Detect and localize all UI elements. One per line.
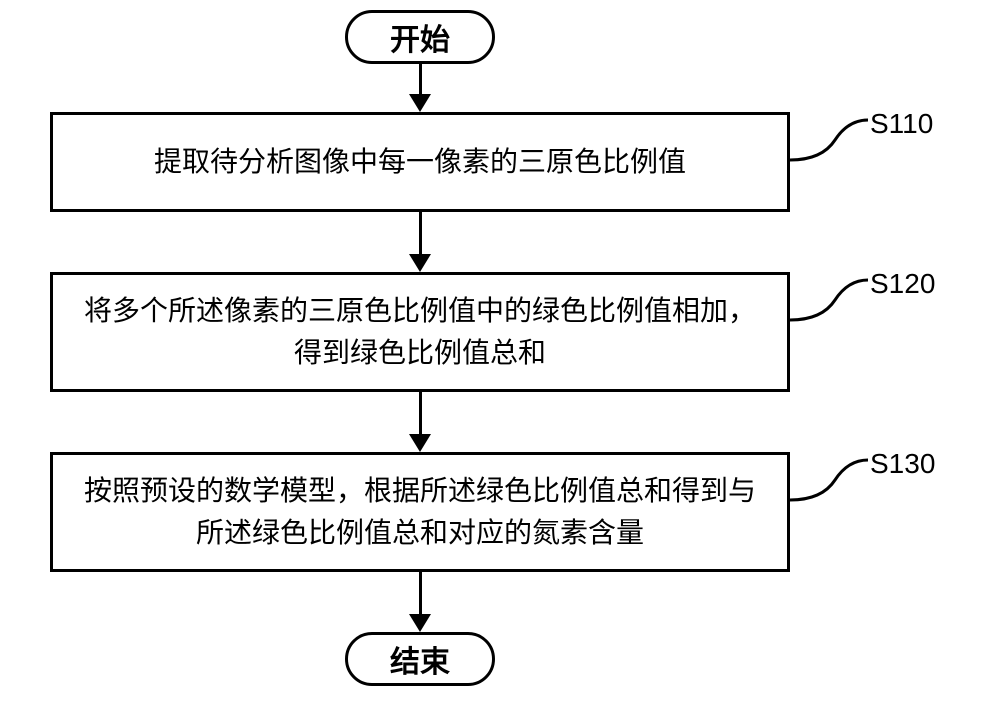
process-s110: 提取待分析图像中每一像素的三原色比例值 [50, 112, 790, 212]
callout-s130 [790, 448, 860, 518]
arrow-1-line [419, 64, 422, 96]
step-label-s110: S110 [870, 108, 933, 140]
start-label: 开始 [390, 15, 450, 59]
process-s130: 按照预设的数学模型，根据所述绿色比例值总和得到与 所述绿色比例值总和对应的氮素含… [50, 452, 790, 572]
arrow-1-head [409, 94, 431, 112]
end-label: 结束 [390, 637, 450, 681]
process-s120: 将多个所述像素的三原色比例值中的绿色比例值相加， 得到绿色比例值总和 [50, 272, 790, 392]
step-label-s120: S120 [870, 268, 935, 300]
process-s120-text: 将多个所述像素的三原色比例值中的绿色比例值相加， 得到绿色比例值总和 [84, 290, 756, 374]
start-node: 开始 [345, 10, 495, 64]
arrow-3-line [419, 392, 422, 436]
end-node: 结束 [345, 632, 495, 686]
arrow-2-head [409, 254, 431, 272]
process-s130-text: 按照预设的数学模型，根据所述绿色比例值总和得到与 所述绿色比例值总和对应的氮素含… [84, 470, 756, 554]
step-label-s130: S130 [870, 448, 935, 480]
callout-s110 [790, 108, 860, 178]
arrow-4-line [419, 572, 422, 616]
process-s110-text: 提取待分析图像中每一像素的三原色比例值 [154, 141, 686, 183]
callout-s120 [790, 268, 860, 338]
arrow-2-line [419, 212, 422, 256]
arrow-3-head [409, 434, 431, 452]
arrow-4-head [409, 614, 431, 632]
flowchart-canvas: 开始 提取待分析图像中每一像素的三原色比例值 S110 将多个所述像素的三原色比… [0, 0, 1000, 705]
